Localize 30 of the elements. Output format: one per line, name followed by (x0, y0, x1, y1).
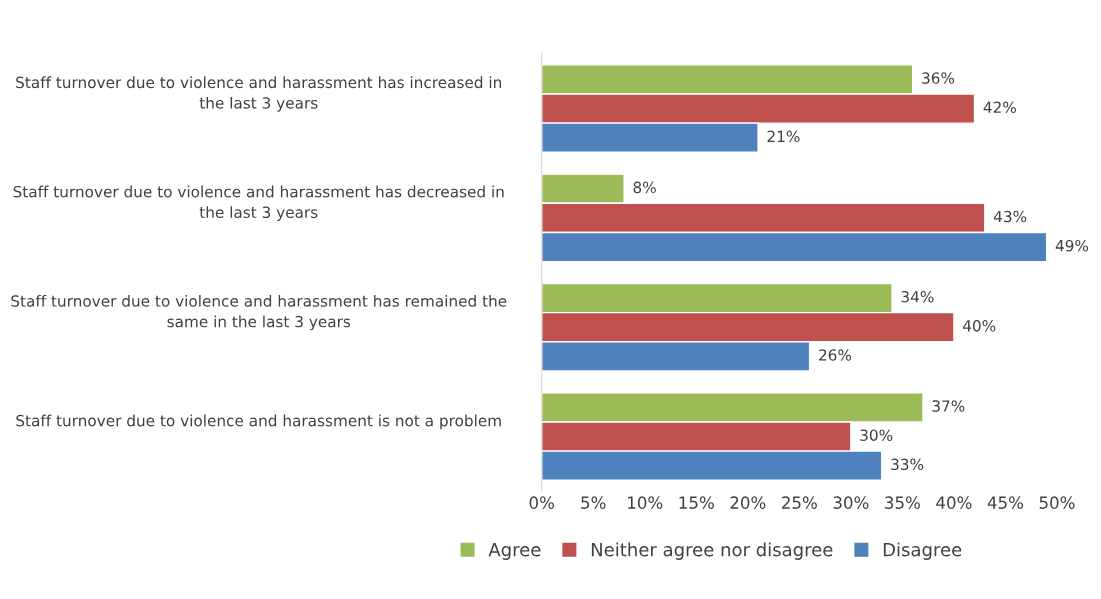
x-tick-label: 15% (679, 496, 714, 509)
x-tick-label: 40% (936, 496, 972, 509)
data-label: 33% (891, 458, 924, 471)
data-label: 34% (901, 290, 934, 303)
x-tick-label: 30% (833, 496, 869, 509)
y-tick-label: Staff turnover due to violence and harassment is not a problem (16, 414, 501, 430)
data-label: 37% (932, 400, 965, 412)
x-tick-label: 20% (730, 496, 766, 509)
data-label: 49% (1055, 239, 1089, 252)
data-label: 26% (819, 349, 852, 361)
x-tick-label: 0% (529, 496, 554, 509)
data-label: 43% (993, 210, 1027, 223)
data-label: 42% (983, 101, 1016, 113)
legend-label: Neither agree nor disagree (591, 542, 833, 560)
x-tick-label: 25% (782, 496, 817, 509)
legend-label: Disagree (883, 542, 962, 560)
x-tick-label: 5% (581, 496, 606, 509)
x-tick-label: 35% (885, 496, 920, 509)
y-tick-label: Staff turnover due to violence and harassment has increased in the last 3 years (16, 76, 502, 112)
legend-label: Agree (488, 542, 541, 560)
data-label: 36% (922, 72, 955, 84)
x-tick-label: 10% (628, 496, 663, 509)
data-label: 8% (633, 181, 656, 194)
y-tick-label: Staff turnover due to violence and harassment has decreased in the last 3 years (13, 185, 504, 221)
data-label: 40% (962, 320, 996, 332)
x-tick-label: 45% (987, 496, 1024, 509)
y-tick-label: Staff turnover due to violence and harassment has remained the same in the last 3 years (11, 294, 507, 331)
x-tick-label: 50% (1039, 496, 1075, 509)
data-label: 21% (767, 130, 800, 143)
data-label: 30% (860, 429, 893, 441)
